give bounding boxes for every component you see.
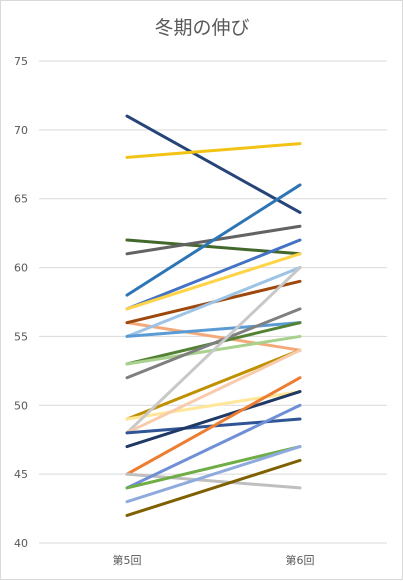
series-lines — [125, 114, 302, 517]
series-line-21 — [125, 376, 302, 476]
chart-title: 冬期の伸び — [154, 17, 249, 39]
series-line-7 — [125, 252, 302, 311]
y-tick-label: 40 — [14, 537, 28, 550]
y-tick-label: 45 — [14, 468, 28, 481]
series-line-25 — [125, 445, 302, 504]
series-line-17 — [125, 266, 302, 435]
series-line-11 — [125, 321, 302, 338]
series-line-10 — [125, 266, 302, 338]
series-line-22 — [125, 472, 302, 490]
series-line-15 — [125, 348, 302, 421]
series-line-16 — [125, 390, 302, 421]
y-axis-ticks: 40 45 50 55 60 65 70 75 — [14, 55, 28, 550]
series-line-24 — [125, 445, 302, 490]
x-axis-ticks: 第5回 第6回 — [113, 553, 315, 567]
y-tick-label: 70 — [14, 124, 28, 137]
y-tick-label: 60 — [14, 262, 28, 275]
series-line-26 — [125, 458, 302, 517]
series-line-18 — [125, 348, 302, 435]
series-line-5 — [125, 183, 302, 297]
y-tick-label: 55 — [14, 330, 28, 343]
series-line-14 — [125, 307, 302, 380]
y-tick-label: 50 — [14, 399, 28, 412]
series-line-1 — [125, 114, 302, 214]
series-line-8 — [125, 321, 302, 352]
series-line-6 — [125, 238, 302, 311]
x-tick-label: 第5回 — [113, 553, 142, 567]
series-line-2 — [125, 142, 302, 159]
y-tick-label: 65 — [14, 193, 28, 206]
series-line-20 — [125, 390, 302, 449]
y-tick-label: 75 — [14, 55, 28, 68]
series-line-23 — [125, 403, 302, 490]
x-tick-label: 第6回 — [286, 553, 315, 567]
